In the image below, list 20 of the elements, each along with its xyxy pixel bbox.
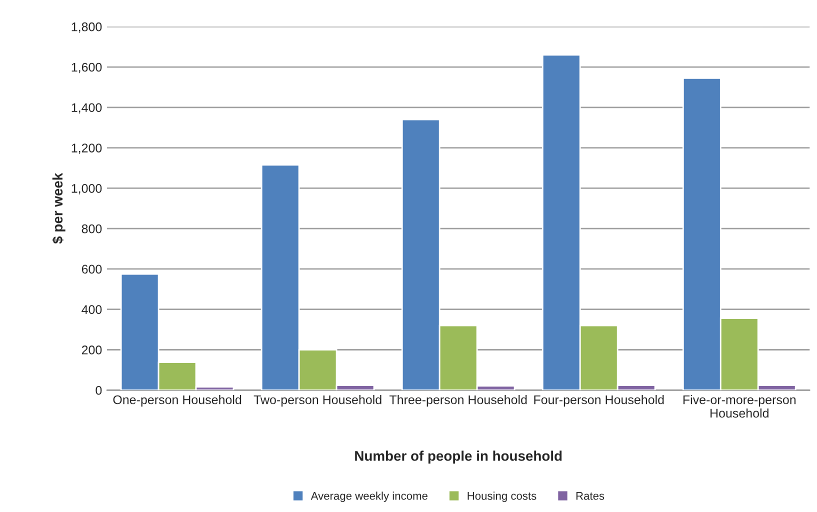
y-tick-label: 1,000 bbox=[72, 184, 102, 194]
y-tick-label: 1,400 bbox=[72, 103, 102, 114]
x-tick-label: Two-person Household bbox=[254, 395, 382, 407]
y-tick-label: 1,800 bbox=[72, 22, 102, 33]
x-axis-title: Number of people in household bbox=[355, 450, 562, 464]
x-tick-label: One-person Household bbox=[113, 395, 242, 407]
y-tick-label: 1,200 bbox=[72, 144, 102, 154]
y-tick-label: 1,600 bbox=[72, 62, 102, 74]
x-tick-label: Five-or-more-person Household bbox=[683, 395, 796, 418]
y-tick-label: 800 bbox=[82, 224, 102, 234]
y-tick-label: 200 bbox=[82, 346, 102, 354]
legend-label: Average weekly income bbox=[310, 492, 428, 502]
x-tick-label: Three-person Household bbox=[389, 395, 527, 407]
x-tick-label: Four-person Household bbox=[534, 395, 664, 407]
legend-label: Housing costs bbox=[468, 492, 536, 502]
y-axis-title: $ per week bbox=[52, 172, 66, 244]
y-tick-label: 0 bbox=[96, 386, 102, 395]
y-tick-label: 600 bbox=[82, 264, 102, 274]
y-tick-label: 400 bbox=[82, 305, 102, 314]
legend-label: Rates bbox=[576, 492, 604, 500]
